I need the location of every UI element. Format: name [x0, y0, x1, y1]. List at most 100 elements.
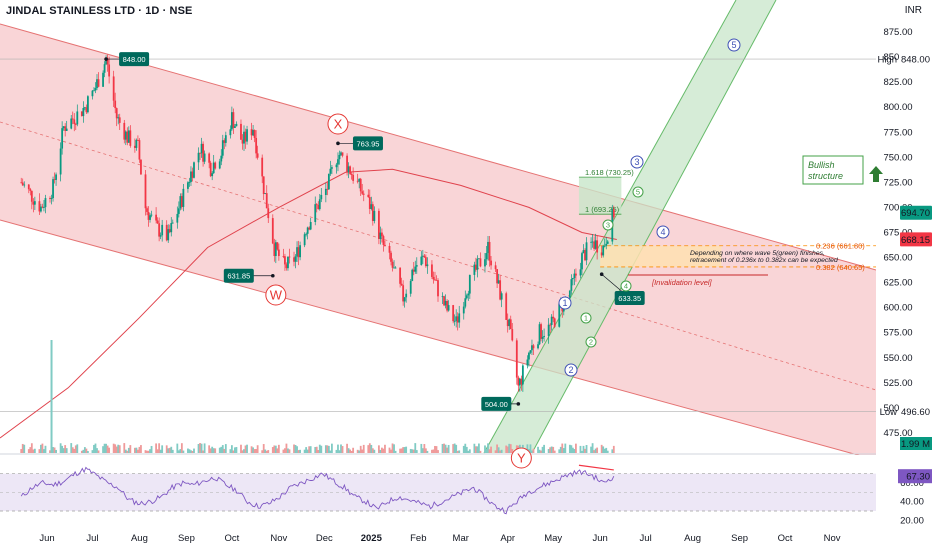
- volume-bar: [85, 448, 88, 453]
- candle-body: [21, 182, 24, 186]
- volume-bar: [553, 450, 556, 453]
- volume-bar: [126, 450, 129, 453]
- price-tick-15: 850.00: [883, 52, 912, 63]
- candle-body: [230, 112, 233, 130]
- price-badge-value-2: 668.15: [901, 235, 930, 246]
- price-tick-0: 475.00: [883, 428, 912, 439]
- volume-bar: [135, 447, 138, 453]
- candle-body: [64, 126, 67, 131]
- candle-body: [484, 259, 486, 267]
- volume-bar: [218, 447, 221, 453]
- volume-bar: [179, 449, 182, 453]
- volume-bar: [220, 446, 223, 453]
- volume-bar: [294, 444, 297, 453]
- candle-body: [453, 320, 456, 322]
- candle-body: [582, 250, 585, 254]
- candle-body: [603, 245, 606, 247]
- candle-body: [390, 252, 392, 262]
- candle-body: [59, 148, 62, 175]
- volume-bar: [115, 446, 118, 453]
- volume-bar: [388, 447, 391, 453]
- volume-bar: [97, 450, 100, 453]
- volume-bar: [596, 447, 599, 453]
- volume-bar: [303, 449, 306, 453]
- volume-bar: [362, 444, 365, 453]
- candle-body: [541, 336, 544, 339]
- candle-body: [150, 214, 153, 216]
- candle-body: [267, 208, 270, 219]
- candle-body: [437, 280, 439, 297]
- candle-body: [177, 208, 180, 214]
- candle-body: [62, 126, 65, 129]
- candle-body: [284, 256, 286, 265]
- wave-label-2: Y: [517, 451, 526, 466]
- volume-bar: [202, 450, 204, 453]
- candle-body: [379, 232, 382, 239]
- candle-body: [317, 205, 320, 210]
- price-badge-2: [900, 232, 932, 247]
- candle-body: [361, 191, 364, 194]
- volume-bar: [591, 443, 594, 453]
- price-tick-5: 600.00: [883, 303, 912, 314]
- volume-bar: [327, 445, 330, 453]
- volume-bar: [30, 443, 33, 453]
- volume-bar: [267, 450, 270, 453]
- volume-bar: [287, 448, 289, 453]
- time-tick-17: Nov: [824, 533, 841, 544]
- volume-bar: [415, 450, 418, 453]
- candle-body: [362, 193, 365, 195]
- volume-bar: [508, 443, 511, 453]
- time-tick-10: Apr: [500, 533, 515, 544]
- candle-body: [394, 267, 397, 269]
- candle-body: [126, 131, 129, 143]
- candle-body: [271, 218, 274, 244]
- volume-bar: [317, 450, 320, 453]
- volume-bar: [20, 449, 23, 453]
- candle-body: [320, 194, 323, 200]
- candle-body: [520, 378, 523, 385]
- volume-bar: [370, 444, 373, 453]
- candle-body: [241, 139, 244, 144]
- volume-badge-value: 1.99 M: [901, 439, 930, 450]
- candle-body: [479, 258, 482, 267]
- volume-bar: [288, 449, 291, 453]
- volume-bar: [500, 449, 503, 453]
- wave-label-6: 4: [660, 227, 665, 237]
- wave-label-3: 1: [562, 298, 567, 308]
- candle-body: [350, 173, 353, 175]
- candle-body: [605, 243, 608, 246]
- volume-bar: [264, 449, 267, 453]
- volume-bar: [511, 449, 514, 453]
- candle-body: [156, 220, 159, 224]
- candle-body: [381, 232, 383, 237]
- volume-bar: [593, 450, 596, 453]
- candle-body: [282, 256, 285, 257]
- volume-bar: [561, 443, 564, 453]
- candle-body: [528, 352, 530, 360]
- volume-bar: [538, 449, 541, 453]
- candle-body: [500, 293, 503, 300]
- volume-bar: [255, 449, 258, 453]
- volume-bar: [506, 446, 509, 453]
- candle-body: [277, 249, 280, 257]
- candle-body: [584, 250, 586, 261]
- wave-circle-8: [580, 312, 592, 324]
- volume-bar: [347, 448, 350, 453]
- wave-circle-2: [510, 447, 532, 469]
- candle-body: [168, 229, 171, 233]
- volume-bar: [182, 450, 185, 453]
- candle-body: [106, 58, 109, 65]
- volume-bar: [497, 447, 500, 453]
- volume-bar: [33, 448, 36, 453]
- candle-body: [549, 324, 552, 326]
- volume-bar: [603, 448, 606, 453]
- candle-body: [83, 107, 86, 109]
- candle-body: [337, 159, 339, 165]
- volume-bar: [76, 444, 79, 453]
- candle-body: [285, 264, 288, 269]
- volume-bar: [490, 446, 492, 453]
- rising-channel: [484, 0, 776, 453]
- volume-bar: [140, 445, 142, 453]
- candle-body: [246, 129, 248, 142]
